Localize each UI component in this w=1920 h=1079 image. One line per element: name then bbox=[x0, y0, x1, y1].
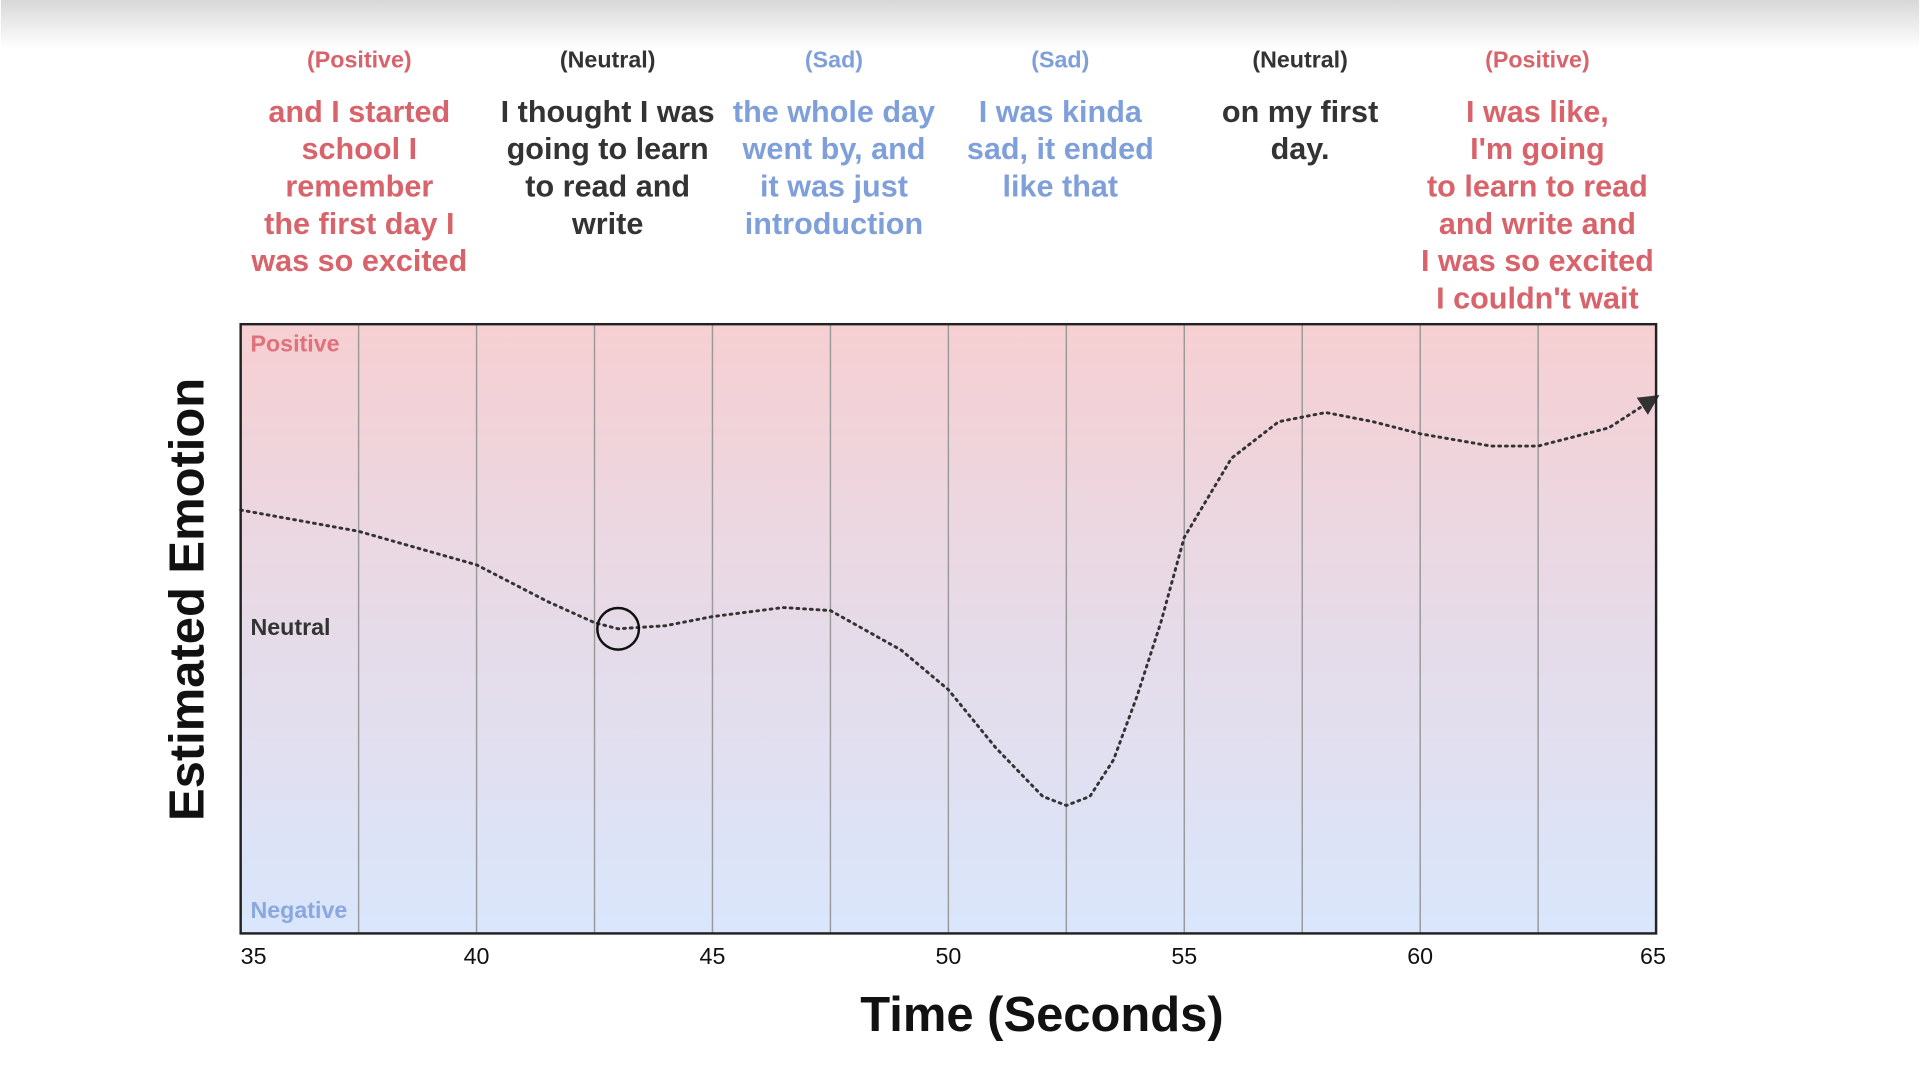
annotation-label: (Sad) bbox=[805, 46, 863, 72]
y-tick-label: Positive bbox=[250, 331, 339, 357]
annotation-label: (Neutral) bbox=[1252, 46, 1348, 72]
y-axis-title: Estimated Emotion bbox=[160, 378, 214, 821]
annotation-text: school I bbox=[302, 132, 418, 166]
x-axis-title: Time (Seconds) bbox=[860, 988, 1223, 1042]
annotation-text: was so excited bbox=[250, 244, 467, 278]
annotation-text: went by, and bbox=[742, 132, 926, 166]
annotation-text: write bbox=[571, 207, 643, 241]
plot-frame bbox=[239, 322, 1658, 935]
x-tick-label: 45 bbox=[700, 943, 726, 969]
annotation-text: I was kinda bbox=[979, 95, 1143, 129]
chart-layer: 35 40 45 50 55 60 65 Positive Neutral Negative (Po… bbox=[239, 46, 1666, 969]
highlight-marker bbox=[596, 606, 641, 651]
annotation-text: it was just bbox=[760, 169, 908, 203]
annotation-text: and write and bbox=[1439, 207, 1636, 241]
annotation-label: (Positive) bbox=[307, 46, 412, 72]
annotation-text: and I started bbox=[268, 95, 450, 129]
annotation-text: the first day I bbox=[264, 207, 454, 241]
x-tick-label: 65 bbox=[1640, 943, 1666, 969]
emotion-line bbox=[239, 395, 1660, 807]
annotation-text: I was like, bbox=[1466, 95, 1609, 129]
annotation-text: day. bbox=[1271, 132, 1330, 166]
x-tick-label: 60 bbox=[1407, 943, 1433, 969]
annotation-label: (Sad) bbox=[1031, 46, 1089, 72]
annotation-text: remember bbox=[285, 169, 433, 203]
annotation-text: like that bbox=[1003, 169, 1119, 203]
annotation-text: introduction bbox=[745, 207, 923, 241]
annotation-text: I was so excited bbox=[1421, 244, 1654, 278]
annotation-text: sad, it ended bbox=[967, 132, 1154, 166]
annotation-text: on my first bbox=[1222, 95, 1378, 129]
y-tick-label: Negative bbox=[250, 897, 347, 923]
annotation-text: going to learn bbox=[507, 132, 709, 166]
annotation-text: the whole day bbox=[733, 95, 935, 129]
annotation-label: (Positive) bbox=[1485, 46, 1590, 72]
annotation-text: I thought I was bbox=[501, 95, 715, 129]
annotation-text: I'm going bbox=[1470, 132, 1605, 166]
x-tick-label: 40 bbox=[464, 943, 490, 969]
annotation-text: to read and bbox=[525, 169, 690, 203]
annotation-text: to learn to read bbox=[1427, 169, 1648, 203]
x-tick-label: 35 bbox=[241, 943, 267, 969]
x-tick-label: 55 bbox=[1171, 943, 1197, 969]
x-tick-label: 50 bbox=[935, 943, 961, 969]
annotation-label: (Neutral) bbox=[560, 46, 656, 72]
annotation-text: I couldn't wait bbox=[1436, 281, 1639, 315]
top-shade bbox=[0, 0, 1920, 49]
y-tick-label: Neutral bbox=[250, 614, 330, 640]
